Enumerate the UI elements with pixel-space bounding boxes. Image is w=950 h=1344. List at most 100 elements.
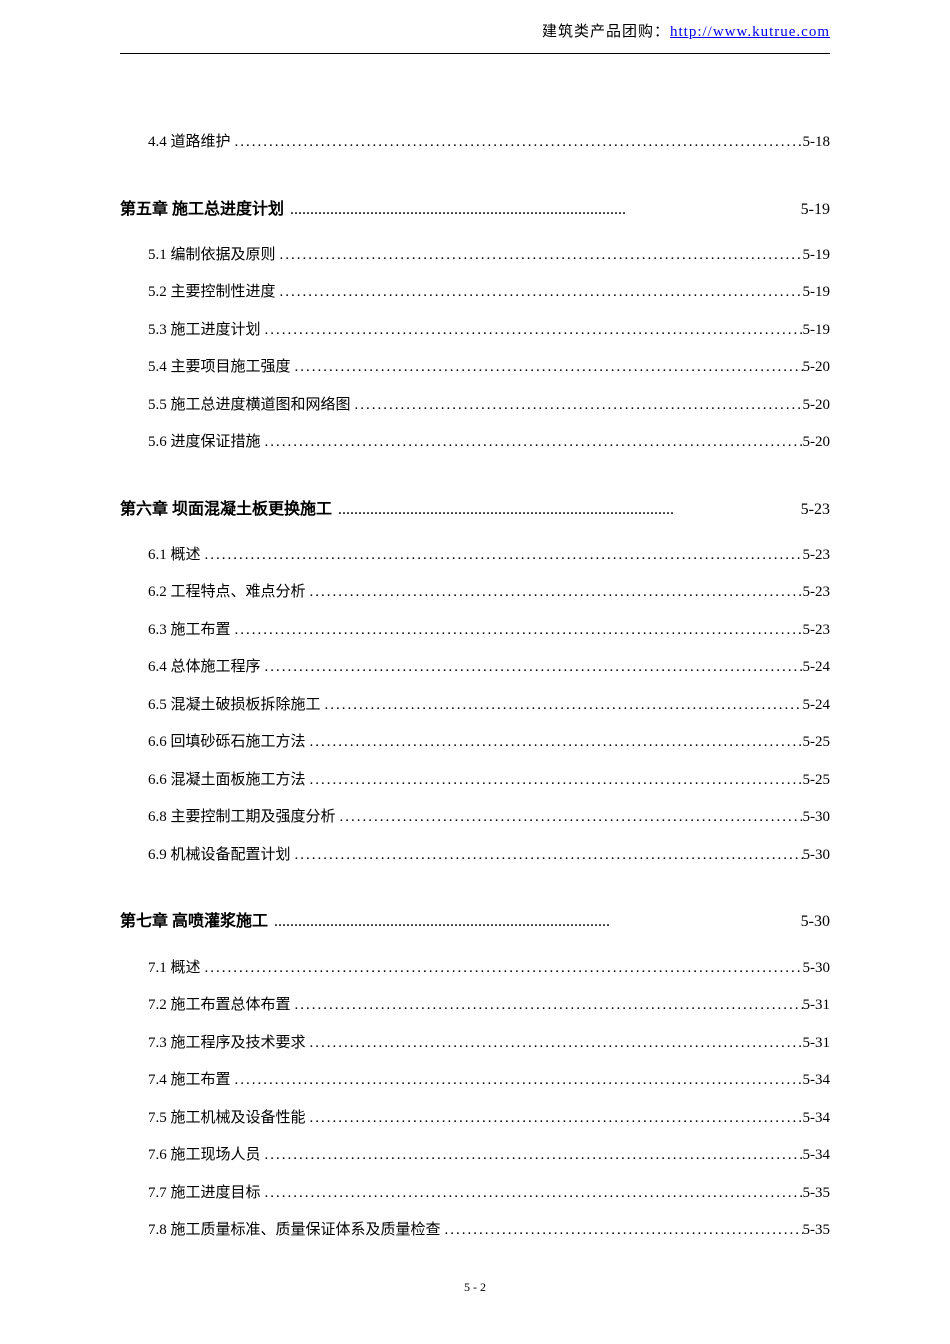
toc-entry-title: 6.5 混凝土破损板拆除施工	[148, 687, 321, 725]
toc-dot-leader: ........................................…	[268, 904, 801, 939]
toc-section-entry: 6.3 施工布置................................…	[120, 612, 830, 650]
toc-section-entry: 5.5 施工总进度横道图和网络图........................…	[120, 387, 830, 425]
toc-section-entry: 6.2 工程特点、难点分析...........................…	[120, 574, 830, 612]
header-link[interactable]: http://www.kutrue.com	[670, 24, 830, 40]
toc-section-entry: 5.3 施工进度计划..............................…	[120, 312, 830, 350]
toc-entry-page: 5-23	[803, 612, 831, 650]
toc-entry-page: 5-31	[803, 1025, 831, 1063]
toc-entry-title: 7.2 施工布置总体布置	[148, 987, 291, 1025]
toc-entry-title: 7.3 施工程序及技术要求	[148, 1025, 306, 1063]
page-number: 5 - 2	[120, 1280, 830, 1295]
toc-entry-page: 5-30	[801, 904, 830, 939]
toc-dot-leader: ........................................…	[321, 687, 803, 725]
toc-entry-title: 6.4 总体施工程序	[148, 649, 261, 687]
toc-entry-page: 5-30	[803, 950, 831, 988]
toc-entry-page: 5-24	[803, 687, 831, 725]
toc-entry-page: 5-30	[803, 799, 831, 837]
page-header: 建筑类产品团购：http://www.kutrue.com	[120, 20, 830, 54]
document-page: 建筑类产品团购：http://www.kutrue.com 4.4 道路维护..…	[0, 0, 950, 1335]
toc-entry-page: 5-20	[803, 424, 831, 462]
toc-section-entry: 6.6 回填砂砾石施工方法...........................…	[120, 724, 830, 762]
toc-dot-leader: ........................................…	[276, 237, 803, 275]
toc-dot-leader: ........................................…	[231, 612, 803, 650]
toc-entry-title: 6.1 概述	[148, 537, 201, 575]
toc-section-entry: 6.1 概述..................................…	[120, 537, 830, 575]
toc-section-entry: 7.6 施工现场人员..............................…	[120, 1137, 830, 1175]
toc-entry-title: 6.6 回填砂砾石施工方法	[148, 724, 306, 762]
toc-dot-leader: ........................................…	[306, 1100, 803, 1138]
toc-entry-page: 5-19	[803, 274, 831, 312]
toc-entry-title: 4.4 道路维护	[148, 124, 231, 162]
toc-entry-page: 5-34	[803, 1062, 831, 1100]
toc-entry-page: 5-19	[801, 192, 830, 227]
toc-entry-page: 5-35	[803, 1212, 831, 1250]
toc-section-entry: 5.6 进度保证措施..............................…	[120, 424, 830, 462]
toc-entry-title: 6.6 混凝土面板施工方法	[148, 762, 306, 800]
toc-dot-leader: ........................................…	[261, 312, 803, 350]
toc-entry-page: 5-25	[803, 724, 831, 762]
toc-entry-title: 7.7 施工进度目标	[148, 1175, 261, 1213]
toc-entry-title: 5.5 施工总进度横道图和网络图	[148, 387, 351, 425]
toc-entry-title: 7.4 施工布置	[148, 1062, 231, 1100]
toc-dot-leader: ........................................…	[231, 124, 803, 162]
toc-entry-page: 5-23	[803, 537, 831, 575]
toc-entry-title: 7.6 施工现场人员	[148, 1137, 261, 1175]
toc-section-entry: 7.3 施工程序及技术要求...........................…	[120, 1025, 830, 1063]
toc-entry-page: 5-25	[803, 762, 831, 800]
toc-dot-leader: ........................................…	[261, 1137, 803, 1175]
toc-section-entry: 7.1 概述..................................…	[120, 950, 830, 988]
toc-entry-title: 6.9 机械设备配置计划	[148, 837, 291, 875]
toc-dot-leader: ........................................…	[306, 574, 803, 612]
toc-entry-page: 5-34	[803, 1100, 831, 1138]
toc-dot-leader: ........................................…	[306, 1025, 803, 1063]
toc-dot-leader: ........................................…	[261, 424, 803, 462]
toc-section-entry: 7.7 施工进度目标..............................…	[120, 1175, 830, 1213]
toc-dot-leader: ........................................…	[291, 987, 803, 1025]
toc-dot-leader: ........................................…	[336, 799, 803, 837]
toc-entry-title: 第五章 施工总进度计划	[120, 192, 284, 227]
toc-dot-leader: ........................................…	[261, 649, 803, 687]
toc-entry-page: 5-24	[803, 649, 831, 687]
header-prefix-text: 建筑类产品团购：	[542, 24, 670, 40]
toc-section-entry: 6.8 主要控制工期及强度分析.........................…	[120, 799, 830, 837]
toc-chapter-entry: 第五章 施工总进度计划.............................…	[120, 192, 830, 227]
toc-entry-page: 5-35	[803, 1175, 831, 1213]
toc-entry-title: 6.3 施工布置	[148, 612, 231, 650]
toc-entry-title: 第七章 高喷灌浆施工	[120, 904, 268, 939]
toc-entry-title: 5.4 主要项目施工强度	[148, 349, 291, 387]
toc-section-entry: 7.5 施工机械及设备性能...........................…	[120, 1100, 830, 1138]
toc-entry-title: 5.6 进度保证措施	[148, 424, 261, 462]
table-of-contents: 4.4 道路维护................................…	[120, 124, 830, 1250]
toc-section-entry: 5.2 主要控制性进度.............................…	[120, 274, 830, 312]
toc-entry-title: 6.8 主要控制工期及强度分析	[148, 799, 336, 837]
toc-entry-title: 6.2 工程特点、难点分析	[148, 574, 306, 612]
toc-dot-leader: ........................................…	[291, 349, 803, 387]
toc-chapter-entry: 第六章 坝面混凝土板更换施工..........................…	[120, 492, 830, 527]
toc-entry-page: 5-31	[803, 987, 831, 1025]
toc-entry-page: 5-18	[803, 124, 831, 162]
toc-section-entry: 7.4 施工布置................................…	[120, 1062, 830, 1100]
toc-entry-page: 5-23	[801, 492, 830, 527]
toc-entry-title: 5.3 施工进度计划	[148, 312, 261, 350]
toc-section-entry: 7.2 施工布置总体布置............................…	[120, 987, 830, 1025]
toc-dot-leader: ........................................…	[351, 387, 803, 425]
toc-dot-leader: ........................................…	[306, 762, 803, 800]
toc-entry-title: 7.5 施工机械及设备性能	[148, 1100, 306, 1138]
toc-dot-leader: ........................................…	[291, 837, 803, 875]
toc-dot-leader: ........................................…	[261, 1175, 803, 1213]
toc-dot-leader: ........................................…	[231, 1062, 803, 1100]
toc-entry-page: 5-19	[803, 237, 831, 275]
toc-entry-title: 5.1 编制依据及原则	[148, 237, 276, 275]
toc-entry-page: 5-23	[803, 574, 831, 612]
toc-dot-leader: ........................................…	[306, 724, 803, 762]
toc-entry-title: 5.2 主要控制性进度	[148, 274, 276, 312]
toc-section-entry: 6.6 混凝土面板施工方法...........................…	[120, 762, 830, 800]
toc-entry-title: 7.8 施工质量标准、质量保证体系及质量检查	[148, 1212, 441, 1250]
toc-entry-title: 第六章 坝面混凝土板更换施工	[120, 492, 332, 527]
toc-section-entry: 5.1 编制依据及原则.............................…	[120, 237, 830, 275]
toc-dot-leader: ........................................…	[284, 192, 801, 227]
toc-chapter-entry: 第七章 高喷灌浆施工..............................…	[120, 904, 830, 939]
toc-entry-page: 5-20	[803, 387, 831, 425]
toc-dot-leader: ........................................…	[201, 950, 803, 988]
toc-section-entry: 6.9 机械设备配置计划............................…	[120, 837, 830, 875]
